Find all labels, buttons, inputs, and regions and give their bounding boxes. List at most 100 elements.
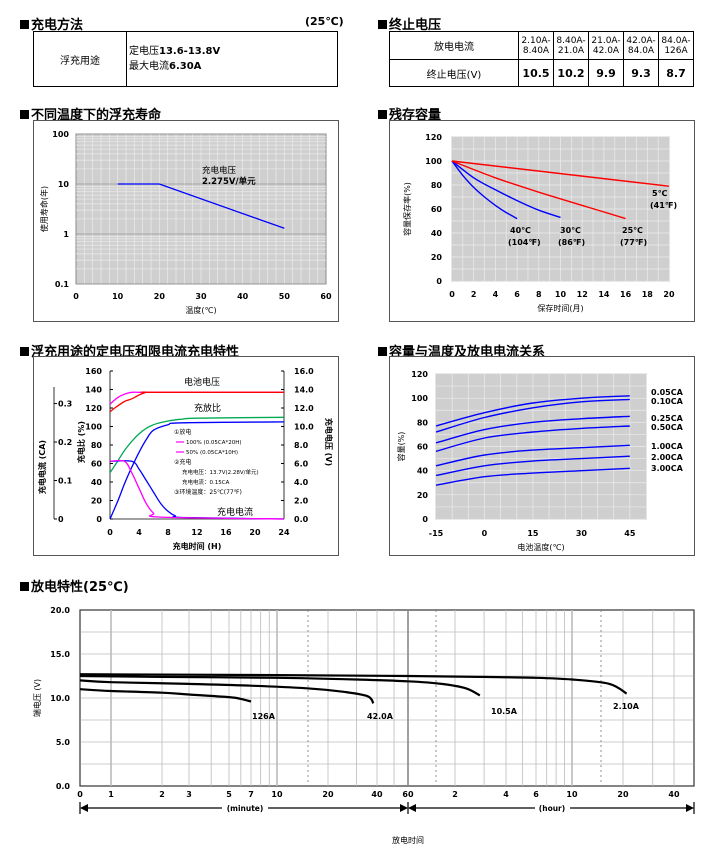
life-series-line xyxy=(117,183,285,229)
voltage-tick-label: 0.0 xyxy=(294,515,309,524)
series-label: 40℃ xyxy=(510,226,531,235)
voltage-tick-label: 10.0 xyxy=(294,423,314,432)
x-tick-label-hour: 40 xyxy=(668,790,680,799)
x-tick-label: 20 xyxy=(154,292,166,301)
y-tick-label: 100 xyxy=(52,130,69,139)
series-label: 0.10CA xyxy=(651,397,684,406)
bullet-square-icon xyxy=(20,110,29,119)
y-tick-label: 40 xyxy=(431,229,443,238)
voltage-cell: 8.7 xyxy=(658,59,694,87)
residual-series-line xyxy=(451,160,518,220)
y-tick-label: 5.0 xyxy=(56,738,71,747)
x-tick-label: 18 xyxy=(642,290,654,299)
series-label-f: (41℉) xyxy=(650,201,677,210)
legend-100: 100% (0.05CA*20H) xyxy=(186,440,242,446)
x-tick-label: 10 xyxy=(555,290,567,299)
charge-series-line xyxy=(109,391,284,413)
y-tick-label: 10.0 xyxy=(50,694,70,703)
x-tick-label: 14 xyxy=(598,290,610,299)
current-row-label: 放电电流 xyxy=(389,31,519,60)
x-tick-label: 0 xyxy=(73,292,79,301)
charge-method-values: 定电压13.6-13.8V 最大电流6.30A xyxy=(126,31,338,87)
legend-charge-voltage: 充电电压：13.7V(2.28V/单元) xyxy=(182,468,259,476)
y-tick-label: 60 xyxy=(417,443,429,452)
ratio-tick-label: 140 xyxy=(85,386,102,395)
bullet-square-icon xyxy=(20,582,29,591)
y-tick-label: 80 xyxy=(417,418,429,427)
cap-temp-panel: 0 20 40 60 80 100 120 -15 0 15 30 45 电池温度(℃) 容量(%) 0.0… xyxy=(389,356,695,556)
current-tick-label: 0.3 xyxy=(58,400,72,409)
y-axis-label-voltage: 充电电压 (V) xyxy=(324,418,334,466)
ratio-tick-label: 100 xyxy=(85,423,102,432)
voltage-tick-label: 12.0 xyxy=(294,404,314,413)
line2-prefix: 最大电流 xyxy=(129,61,169,72)
y-axis-label-current: 充电电流 (CA) xyxy=(37,440,47,494)
charge-method-table: 浮充用途 定电压13.6-13.8V 最大电流6.30A xyxy=(33,31,338,87)
y-tick-label: 100 xyxy=(411,394,428,403)
x-tick-label-minute: 3 xyxy=(186,790,192,799)
cap-series-line xyxy=(435,455,630,477)
series-label: 1.00CA xyxy=(651,442,684,451)
x-tick-label-minute: 5 xyxy=(226,790,232,799)
float-life-chart: 100 10 1 0.10 10 20 30 40 50 60 温度(℃) 使用寿命(年) 充电电压2.… xyxy=(39,130,332,315)
x-tick-label: 12 xyxy=(577,290,588,299)
label-voltage: 电池电压 xyxy=(184,376,220,388)
current-cell: 21.0A- 42.0A xyxy=(588,31,624,60)
y-tick-label: 100 xyxy=(425,157,442,166)
float-life-title: 不同温度下的浮充寿命 xyxy=(20,104,161,123)
x-tick-label: 4 xyxy=(493,290,499,299)
x-tick-label: 16 xyxy=(620,290,632,299)
x-tick-label: 24 xyxy=(278,528,290,537)
x-tick-label-hour: 10 xyxy=(566,790,578,799)
discharge-series-line xyxy=(79,679,375,705)
x-tick-label: 8 xyxy=(536,290,542,299)
line1-prefix: 定电压 xyxy=(129,46,159,57)
arrow-left-icon xyxy=(80,804,88,812)
series-label-f: (86℉) xyxy=(558,238,585,247)
y-tick-label: 0.0 xyxy=(56,782,71,791)
x-tick-label-minute: 20 xyxy=(322,790,334,799)
x-tick-label: 12 xyxy=(191,528,202,537)
bullet-square-icon xyxy=(20,347,29,356)
voltage-tick-label: 16.0 xyxy=(294,367,314,376)
residual-capacity-chart: 0 20 40 60 80 100 120 0 2 4 6 8 10 12 14 16 18 20 保存时间(月) 容… xyxy=(402,133,677,313)
y-tick-label: 10 xyxy=(58,180,70,189)
voltage-tick-label: 2.0 xyxy=(294,497,309,506)
series-label: 0.50CA xyxy=(651,423,684,432)
charge-series-line xyxy=(109,416,285,474)
arrow-right-icon xyxy=(400,804,408,812)
y-tick-label: 0.1 xyxy=(55,280,70,289)
x-tick-label-hour: 20 xyxy=(617,790,629,799)
hour-unit: (hour) xyxy=(539,804,565,813)
residual-capacity-title: 残存容量 xyxy=(378,104,441,123)
minute-unit: (minute) xyxy=(227,804,264,813)
x-tick-label: -15 xyxy=(429,529,444,538)
voltage-cell: 10.5 xyxy=(518,59,554,87)
y-tick-label: 80 xyxy=(431,181,443,190)
charge-series-line xyxy=(109,459,285,520)
discharge-series-line xyxy=(79,688,252,703)
cutoff-voltage-title-text: 终止电压 xyxy=(389,18,442,33)
y-axis-label: 容量(%) xyxy=(396,432,406,462)
float-life-title-text: 不同温度下的浮充寿命 xyxy=(31,108,162,123)
series-label: 0.25CA xyxy=(651,414,684,423)
legend-charge-current: 充电电流：0.15CA xyxy=(182,478,230,486)
series-label: 10.5A xyxy=(491,707,518,716)
legend-50: 50% (0.05CA*10H) xyxy=(186,450,238,456)
voltage-tick-label: 6.0 xyxy=(294,460,309,469)
ratio-tick-label: 60 xyxy=(91,460,103,469)
x-tick-label: 40 xyxy=(237,292,249,301)
series-label: 3.00CA xyxy=(651,464,684,473)
charge-series-line xyxy=(109,421,285,520)
current-tick-label: 0.1 xyxy=(58,477,73,486)
series-label: 30℃ xyxy=(560,226,581,235)
float-life-panel: 100 10 1 0.1 0 10 20 30 40 50 60 温度(℃) 使用寿命(年) 充电电压 2.… xyxy=(33,120,339,322)
x-tick-label: 0 xyxy=(107,528,113,537)
current-tick-label: 0 xyxy=(58,515,64,524)
x-tick-label: 45 xyxy=(624,529,636,538)
label-ratio: 充放比 xyxy=(194,402,221,414)
y-axis-label: 端电压 (V) xyxy=(32,679,42,717)
y-tick-label: 60 xyxy=(431,205,443,214)
residual-series-line xyxy=(451,160,670,187)
ratio-tick-label: 20 xyxy=(91,497,103,506)
